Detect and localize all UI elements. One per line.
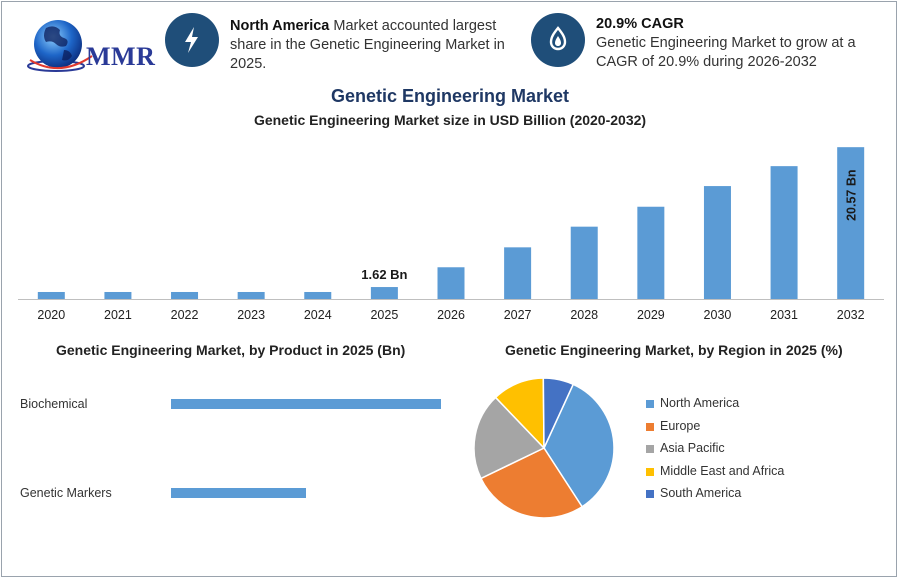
- legend-swatch: [646, 400, 654, 408]
- x-tick-2024: 2024: [304, 308, 332, 322]
- mmr-logo: MMR: [16, 14, 155, 78]
- bar-2027: [504, 247, 532, 299]
- data-label-2032: 20.57 Bn: [845, 169, 859, 220]
- product-bar-biochemical: [171, 399, 441, 409]
- x-tick-2020: 2020: [37, 308, 65, 322]
- growth-icon: [549, 26, 567, 51]
- bar-2028: [570, 226, 598, 299]
- legend-swatch: [646, 422, 654, 431]
- bar-2032: [837, 147, 865, 299]
- bar-2029: [637, 206, 665, 299]
- x-tick-2021: 2021: [104, 308, 132, 322]
- x-tick-2025: 2025: [370, 308, 398, 322]
- legend-label: Asia Pacific: [660, 441, 725, 455]
- info-2-bold: 20.9% CAGR: [596, 16, 684, 32]
- bar-2020: [37, 291, 65, 299]
- product-panel-title: Genetic Engineering Market, by Product i…: [56, 342, 406, 358]
- pie-slice-europe: [479, 447, 584, 519]
- info-2-body: Genetic Engineering Market to grow at a …: [596, 35, 856, 70]
- product-label-genetic-markers: Genetic Markers: [20, 486, 112, 500]
- bar-2026: [437, 267, 465, 299]
- logo-text: MMR: [86, 42, 156, 71]
- x-tick-2029: 2029: [637, 308, 665, 322]
- product-label-biochemical: Biochemical: [20, 397, 88, 411]
- x-tick-2032: 2032: [837, 308, 865, 322]
- x-tick-2028: 2028: [570, 308, 598, 322]
- x-tick-2027: 2027: [504, 308, 532, 322]
- globe-icon: [27, 20, 93, 72]
- legend-label: Europe: [660, 418, 701, 433]
- product-bar-chart: [171, 399, 441, 498]
- bar-2031: [770, 166, 798, 299]
- legend-swatch: [646, 490, 654, 498]
- info-text-2: 20.9% CAGR Genetic Engineering Market to…: [596, 15, 891, 72]
- pie-slice-asia-pacific: [473, 396, 546, 480]
- page-title: Genetic Engineering Market: [330, 86, 570, 106]
- info-1-body: Market accounted largest share in the Ge…: [230, 18, 505, 72]
- info-text-1: North America Market accounted largest s…: [230, 17, 510, 74]
- legend-label: South America: [660, 486, 742, 500]
- product-bar-genetic-markers: [171, 488, 306, 498]
- x-tick-2022: 2022: [171, 308, 199, 322]
- legend-label: Middle East and Africa: [660, 463, 785, 478]
- bar-2030: [703, 186, 731, 299]
- x-tick-2031: 2031: [770, 308, 798, 322]
- pie-slice-south-america: [542, 377, 575, 449]
- bar-2023: [237, 291, 265, 299]
- legend-swatch: [646, 467, 654, 476]
- lightning-icon: [185, 27, 198, 53]
- chart-subtitle: Genetic Engineering Market size in USD B…: [253, 112, 647, 128]
- bar-2025: [370, 287, 398, 299]
- x-tick-2026: 2026: [437, 308, 465, 322]
- data-label-2025: 1.62 Bn: [361, 267, 407, 282]
- info-badge-2: [531, 13, 585, 67]
- info-badge-1: [165, 13, 219, 67]
- x-tick-2023: 2023: [237, 308, 265, 322]
- region-panel-title: Genetic Engineering Market, by Region in…: [505, 342, 843, 358]
- bar-2022: [171, 291, 199, 299]
- legend-swatch: [646, 445, 654, 453]
- info-1-bold: North America: [230, 18, 330, 34]
- bar-2024: [304, 291, 332, 299]
- market-size-bar-chart: 2020 2021 2022 2023 2024 2025 2026 2027 2028 2029…: [18, 147, 884, 322]
- x-tick-2030: 2030: [704, 308, 732, 322]
- bar-2021: [104, 291, 132, 299]
- legend-label: North America: [660, 396, 740, 410]
- region-pie-chart: [473, 377, 615, 519]
- pie-slice-north-america: [543, 383, 615, 508]
